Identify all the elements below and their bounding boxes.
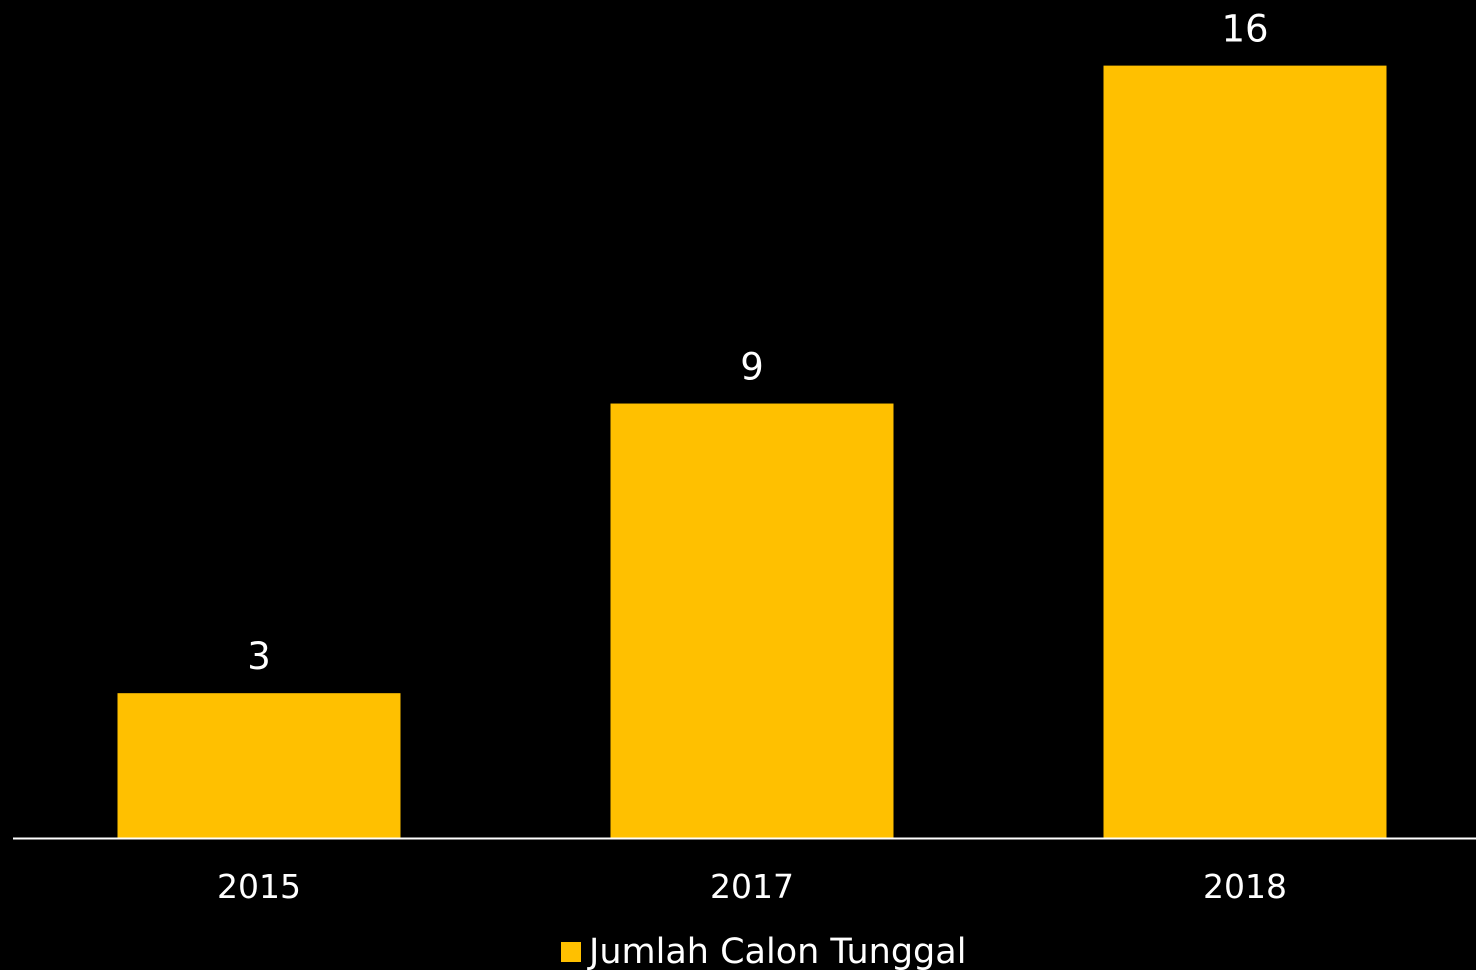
legend-swatch (561, 942, 581, 962)
x-tick-labels-group: 2015 2017 2018 (217, 867, 1287, 906)
data-label-2015: 3 (247, 635, 271, 678)
data-label-2018: 16 (1221, 8, 1268, 51)
legend: Jumlah Calon Tunggal (561, 932, 966, 970)
bar-2017 (610, 403, 894, 838)
legend-label: Jumlah Calon Tunggal (587, 932, 966, 970)
bars-group (117, 65, 1387, 839)
bar-2015 (117, 693, 401, 838)
x-tick-label-2015: 2015 (217, 867, 301, 906)
x-tick-label-2017: 2017 (710, 867, 794, 906)
bar-2018 (1103, 65, 1387, 839)
x-tick-label-2018: 2018 (1203, 867, 1287, 906)
data-label-2017: 9 (740, 346, 764, 389)
data-labels-group: 3 9 16 (247, 8, 1268, 679)
